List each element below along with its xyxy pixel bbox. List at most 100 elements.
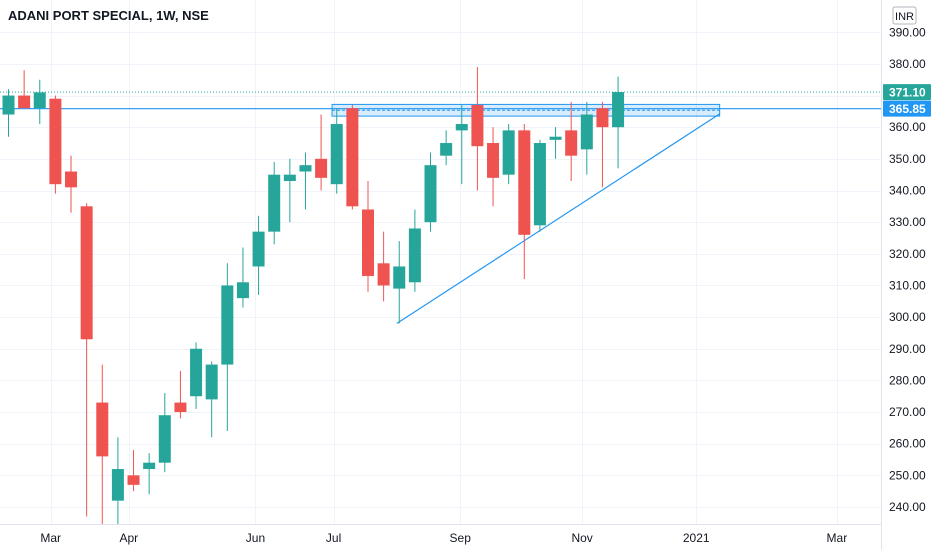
candle-body — [346, 108, 359, 207]
price-tick-label: 250.00 — [889, 468, 926, 482]
candle-down — [565, 101, 578, 182]
candle-up — [2, 89, 15, 137]
candle-body — [377, 263, 390, 286]
price-tag-box — [883, 100, 931, 117]
price-tag: 365.85 — [883, 100, 931, 117]
candle-down — [18, 70, 31, 109]
candle-down — [346, 105, 359, 210]
candle-up — [408, 209, 421, 292]
price-tick-label: 240.00 — [889, 500, 926, 514]
candle-body — [18, 95, 31, 109]
candle-up — [455, 105, 468, 185]
drawing-overlays[interactable] — [0, 91, 881, 324]
candle-up — [580, 101, 593, 175]
candle-body — [299, 165, 312, 172]
price-tag-label: 371.10 — [889, 86, 926, 100]
candle-body — [252, 231, 265, 267]
candle-down — [174, 370, 187, 419]
candle-down — [49, 95, 62, 194]
candle-body — [111, 469, 124, 501]
candle-body — [190, 348, 203, 397]
price-tick-label: 320.00 — [889, 247, 926, 261]
candle-body — [268, 174, 281, 232]
time-tick-label: Jun — [246, 531, 265, 545]
candle-body — [205, 364, 218, 400]
time-tick-label: Sep — [450, 531, 472, 545]
candle-down — [315, 114, 328, 191]
price-tag: 371.10 — [883, 84, 931, 101]
candle-up — [252, 215, 265, 295]
price-tag-label: 365.85 — [889, 102, 926, 116]
time-tick-label: Mar — [40, 531, 61, 545]
candle-up — [33, 79, 46, 125]
candle-body — [408, 228, 421, 283]
currency-button[interactable]: INR — [892, 6, 917, 25]
candle-up — [549, 127, 562, 159]
candles — [2, 67, 625, 542]
time-axis-ticks: Mar Apr Jun Jul Sep Nov 2021 Mar — [40, 531, 847, 545]
candle-body — [158, 415, 171, 463]
candle-down — [127, 450, 140, 492]
candle-body — [2, 95, 15, 115]
candle-up — [440, 130, 453, 166]
candle-down — [487, 127, 500, 207]
candle-up — [158, 393, 171, 473]
candle-body — [596, 108, 609, 128]
ascending-trendline — [396, 113, 720, 324]
candle-down — [96, 364, 109, 530]
candle-body — [549, 136, 562, 140]
price-tick-label: 330.00 — [889, 215, 926, 229]
price-tick-label: 390.00 — [889, 25, 926, 39]
candle-down — [65, 155, 78, 213]
price-tick-label: 290.00 — [889, 342, 926, 356]
resistance-zone — [331, 103, 721, 117]
candle-up — [299, 152, 312, 210]
time-tick-label: 2021 — [683, 531, 710, 545]
candle-body — [315, 158, 328, 178]
candle-body — [143, 462, 156, 470]
candle-up — [330, 108, 343, 194]
candle-down — [471, 67, 484, 191]
price-tick-label: 380.00 — [889, 57, 926, 71]
candle-body — [518, 130, 531, 235]
price-tick-label: 340.00 — [889, 184, 926, 198]
currency-button-frame — [892, 6, 917, 25]
candle-body — [361, 209, 374, 276]
candle-up — [221, 263, 234, 432]
price-tick-label: 260.00 — [889, 437, 926, 451]
candle-body — [96, 402, 109, 457]
time-axis-background — [0, 524, 932, 550]
price-tick-label: 300.00 — [889, 310, 926, 324]
candle-body — [612, 92, 625, 128]
candle-body — [65, 171, 78, 188]
candle-body — [174, 402, 187, 413]
grid — [0, 0, 881, 524]
candle-up — [612, 76, 625, 169]
price-tick-label: 270.00 — [889, 405, 926, 419]
currency-button-label: INR — [895, 11, 914, 23]
candle-body — [80, 206, 93, 340]
candle-up — [205, 361, 218, 438]
candle-body — [33, 92, 46, 109]
candle-body — [330, 124, 343, 185]
candle-body — [455, 124, 468, 131]
candle-up — [533, 139, 546, 232]
candle-up — [393, 241, 406, 324]
candle-up — [190, 342, 203, 409]
time-tick-label: Jul — [326, 531, 341, 545]
time-tick-label: Apr — [120, 531, 139, 545]
candle-body — [49, 98, 62, 185]
candle-up — [502, 124, 515, 185]
candle-body — [236, 282, 249, 299]
candle-up — [424, 152, 437, 232]
price-tag-box — [883, 84, 931, 101]
candle-body — [487, 143, 500, 178]
candle-body — [221, 285, 234, 365]
candle-body — [565, 130, 578, 156]
candle-body — [533, 143, 546, 226]
candle-down — [518, 124, 531, 280]
candle-up — [268, 162, 281, 245]
